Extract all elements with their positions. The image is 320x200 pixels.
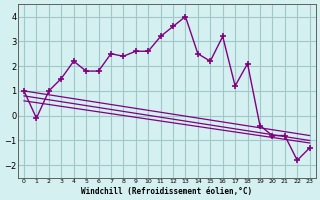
X-axis label: Windchill (Refroidissement éolien,°C): Windchill (Refroidissement éolien,°C) [81,187,252,196]
